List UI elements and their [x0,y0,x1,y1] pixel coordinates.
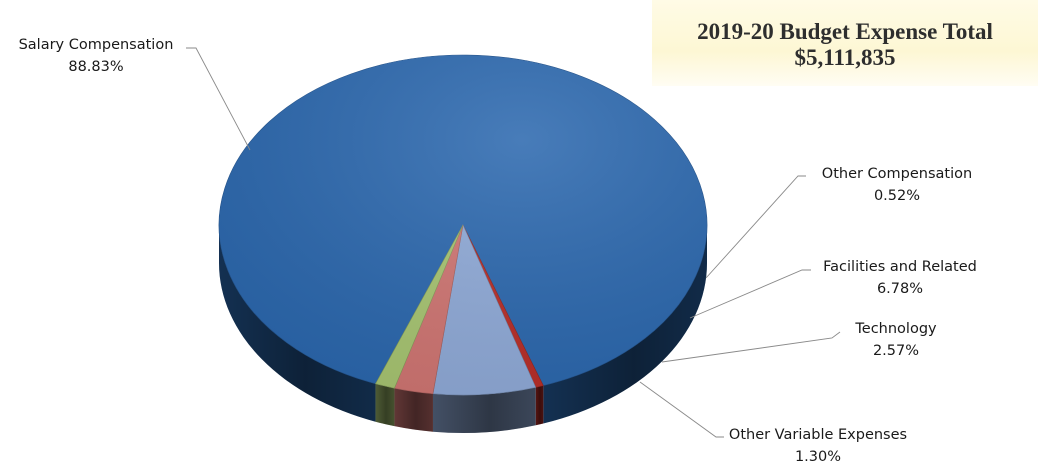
pie-side [218,225,707,434]
slice-labels: Salary Compensation 88.83% Other Compensat… [19,37,977,465]
slice-label-0: Salary Compensation [19,37,174,53]
slice-label-3: Technology [854,321,937,337]
leader-line-2 [689,269,811,319]
slice-value-label-4: 1.30% [795,449,841,465]
slice-value-label-3: 2.57% [873,343,919,359]
leader-line-0 [186,47,251,151]
slice-label-2: Facilities and Related [823,259,977,275]
pie-side-shade-1 [535,385,544,426]
slice-value-label-2: 6.78% [877,281,923,297]
leader-line-4 [639,381,724,438]
leader-line-3 [661,331,841,363]
pie-side-shade-0 [543,225,707,424]
budget-total-amount: $5,111,835 [794,45,896,70]
budget-total-box: 2019-20 Budget Expense Total $5,111,835 [652,0,1038,86]
pie-side-shade-4 [375,383,395,427]
budget-total-title: 2019-20 Budget Expense Total [697,19,993,44]
slice-value-label-1: 0.52% [874,188,920,204]
pie-side-shade-0 [218,225,376,422]
pie-shine [219,55,707,395]
slice-label-4: Other Variable Expenses [729,427,907,443]
slice-value-label-0: 88.83% [68,59,123,75]
pie-side-shade-2 [432,387,536,434]
pie-side-shade-3 [394,388,433,432]
slice-label-1: Other Compensation [822,166,972,182]
pie-top [218,54,708,396]
leader-lines [186,47,841,438]
leader-line-1 [705,175,806,279]
